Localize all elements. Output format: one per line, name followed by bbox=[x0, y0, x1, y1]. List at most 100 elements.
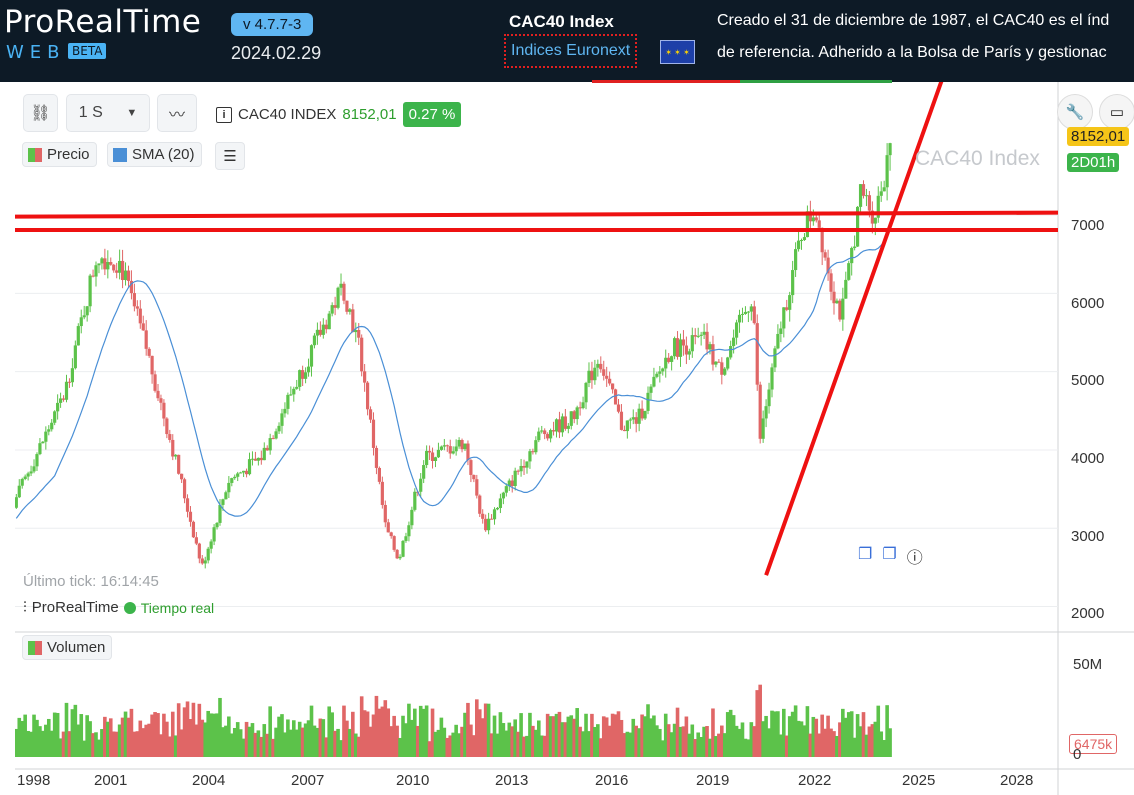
candle-body bbox=[643, 410, 647, 419]
candle-body bbox=[625, 420, 629, 432]
volume-bar bbox=[767, 728, 771, 757]
volume-bar bbox=[858, 726, 863, 757]
volume-bar bbox=[578, 726, 582, 757]
volume-bar bbox=[746, 739, 751, 757]
document-icon[interactable]: ❐ bbox=[858, 546, 873, 563]
candle-body bbox=[684, 345, 688, 355]
link-chart-button[interactable]: ⛓ bbox=[23, 94, 58, 132]
volume-axis-label: 50M bbox=[1073, 656, 1103, 673]
volume-bar bbox=[652, 715, 656, 757]
volume-bar bbox=[861, 712, 866, 757]
volume-bar bbox=[728, 709, 733, 757]
candle-body bbox=[823, 252, 827, 258]
volume-bar bbox=[658, 728, 662, 757]
volume-bar bbox=[835, 735, 839, 757]
volume-bar bbox=[725, 712, 730, 757]
legend-list-button[interactable]: ☰ bbox=[215, 142, 245, 170]
volume-bar bbox=[681, 726, 686, 757]
horizontal-resistance-line bbox=[15, 210, 1059, 219]
volume-bar bbox=[353, 733, 358, 757]
volume-bar bbox=[879, 731, 884, 757]
volume-bar bbox=[761, 721, 765, 757]
volume-bar bbox=[106, 721, 110, 757]
volume-bar bbox=[557, 711, 562, 757]
candle-body bbox=[177, 454, 181, 474]
volume-bar bbox=[238, 729, 243, 757]
chart-area[interactable]: ⛓ 1 S ▼ 〰 i CAC40 INDEX 8152,01 0.27 % P… bbox=[15, 82, 1134, 795]
candle-body bbox=[664, 357, 668, 369]
volume-bar bbox=[418, 705, 423, 757]
candle-body bbox=[182, 479, 187, 499]
candle-body bbox=[605, 375, 609, 379]
volume-bar bbox=[539, 735, 544, 757]
price-chart-svg[interactable] bbox=[15, 82, 1134, 795]
window-button[interactable]: ▭ bbox=[1099, 94, 1134, 130]
candle-body bbox=[699, 334, 703, 336]
volume-bar bbox=[590, 713, 594, 757]
volume-bar bbox=[731, 715, 736, 757]
info-marker-icon[interactable]: ⓘ bbox=[906, 550, 923, 567]
volume-bar bbox=[206, 710, 210, 757]
volume-bar bbox=[758, 684, 762, 757]
candle-body bbox=[32, 466, 36, 472]
candle-body bbox=[489, 518, 494, 520]
timeframe-select[interactable]: 1 S ▼ bbox=[66, 94, 150, 132]
candle-body bbox=[41, 441, 45, 444]
volume-bar bbox=[696, 732, 700, 757]
volume-bar bbox=[194, 724, 199, 757]
volume-bar bbox=[610, 713, 615, 757]
volume-bar bbox=[73, 704, 78, 757]
candle-body bbox=[717, 361, 721, 363]
legend-price[interactable]: Precio bbox=[22, 142, 97, 167]
time-axis-label: 2001 bbox=[94, 772, 128, 789]
candle-body bbox=[274, 431, 278, 439]
candle-body bbox=[212, 527, 216, 542]
volume-bar bbox=[643, 716, 647, 757]
candle-body bbox=[560, 416, 565, 433]
volume-bar bbox=[153, 712, 157, 757]
candle-body bbox=[634, 417, 638, 424]
volume-bar bbox=[601, 716, 606, 757]
candle-body bbox=[442, 445, 446, 447]
candle-body bbox=[773, 348, 777, 368]
volume-bar bbox=[61, 731, 66, 757]
candle-body bbox=[516, 470, 520, 472]
brand-logo[interactable]: ProRealTime bbox=[4, 4, 202, 40]
time-axis-label: 2010 bbox=[396, 772, 430, 789]
candle-body bbox=[29, 471, 33, 474]
volume-bar bbox=[489, 733, 494, 757]
settings-button[interactable]: 🔧 bbox=[1057, 94, 1093, 130]
info-icon[interactable]: i bbox=[216, 106, 232, 123]
candle-body bbox=[534, 440, 538, 453]
volume-bar bbox=[779, 734, 783, 757]
candle-body bbox=[543, 430, 547, 435]
candle-body bbox=[386, 522, 390, 533]
candle-body bbox=[734, 322, 739, 338]
volume-bar bbox=[224, 725, 228, 757]
document-icon[interactable]: ❐ bbox=[882, 546, 897, 563]
volume-bar bbox=[321, 719, 326, 757]
volume-bar bbox=[138, 720, 143, 757]
volume-bar bbox=[421, 708, 426, 757]
volume-bar bbox=[770, 710, 774, 757]
indicators-button[interactable]: 〰 bbox=[157, 94, 197, 132]
volume-bar bbox=[91, 733, 95, 757]
volume-bar bbox=[513, 719, 517, 757]
candle-body bbox=[174, 454, 178, 457]
index-exchange-link[interactable]: Indices Euronext bbox=[504, 34, 638, 68]
volume-bar bbox=[215, 713, 219, 757]
volume-bar bbox=[817, 733, 822, 757]
volume-bar bbox=[150, 714, 154, 757]
version-badge[interactable]: v 4.7.7-3 bbox=[231, 13, 314, 36]
candle-body bbox=[687, 351, 691, 355]
candle-body bbox=[419, 478, 423, 492]
legend-volume[interactable]: Volumen bbox=[22, 635, 113, 660]
legend-sma[interactable]: SMA (20) bbox=[107, 142, 202, 167]
volume-bar bbox=[448, 735, 453, 757]
volume-bar bbox=[634, 725, 639, 757]
volume-bar bbox=[303, 723, 308, 757]
candle-body bbox=[422, 465, 426, 479]
candle-body bbox=[303, 372, 308, 379]
candle-body bbox=[678, 339, 683, 357]
beta-badge: BETA bbox=[68, 43, 107, 59]
